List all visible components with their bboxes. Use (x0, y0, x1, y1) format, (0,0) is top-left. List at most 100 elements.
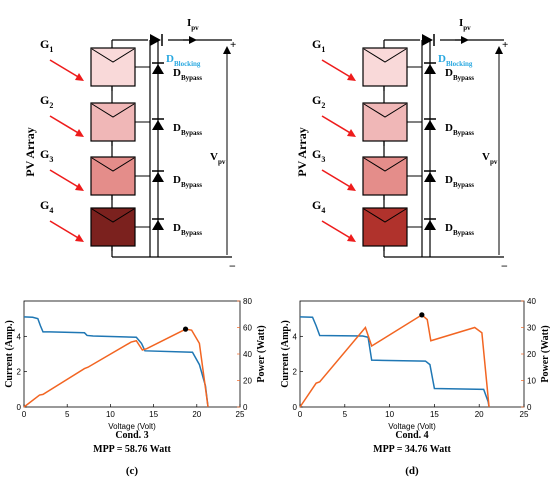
y-tick-label-right: 40 (243, 350, 252, 359)
irradiance-arrow (49, 169, 81, 189)
x-tick-label: 20 (192, 410, 201, 419)
current-label: Ipv (187, 17, 199, 32)
x-tick-label: 10 (385, 410, 394, 419)
bypass-label: DBypass (173, 174, 202, 189)
y-tick-label-right: 80 (243, 297, 252, 306)
blocking-diode-icon (150, 34, 161, 46)
irradiance-arrow-icon (347, 129, 356, 137)
pv-module (90, 102, 136, 142)
plus-sign: + (502, 39, 508, 51)
irradiance-label: G3 (312, 147, 325, 164)
module-mark (91, 103, 135, 118)
module-mark (363, 103, 407, 118)
x-tick-label: 25 (520, 410, 529, 419)
irradiance-label: G2 (312, 93, 325, 110)
plus-sign: + (230, 39, 236, 51)
module-mark (363, 208, 407, 223)
power-series-line (23, 328, 209, 408)
y-tick-label-left: 0 (17, 403, 22, 412)
plot-frame (299, 300, 525, 408)
pv-module (362, 47, 408, 87)
plot-frame (23, 300, 241, 408)
y-tick-label-right: 20 (527, 350, 536, 359)
irradiance-label: G3 (40, 147, 53, 164)
y-tick-label-right: 10 (527, 377, 536, 386)
pv-module (90, 156, 136, 196)
y-tick-label-right: 60 (243, 324, 252, 333)
x-tick-label: 0 (298, 410, 303, 419)
x-tick-label: 5 (343, 410, 348, 419)
irradiance-arrow (49, 220, 81, 240)
module-mark (91, 48, 135, 63)
x-tick-label: 5 (65, 410, 70, 419)
y-tick-label-right: 30 (527, 324, 536, 333)
y-tick-label-left: 4 (17, 332, 22, 341)
current-arrow-icon (189, 36, 197, 44)
module-mark (91, 208, 135, 223)
bypass-diode-icon (152, 172, 164, 182)
pv-module (90, 47, 136, 87)
irradiance-arrow (321, 220, 353, 240)
bypass-diode-icon (152, 120, 164, 130)
blocking-diode-icon (422, 34, 433, 46)
irradiance-arrow-icon (347, 73, 356, 81)
pv-module (362, 102, 408, 142)
y-tick-label-right: 0 (527, 403, 532, 412)
x-tick-label: 15 (430, 410, 439, 419)
bypass-label: DBypass (445, 67, 474, 82)
module-mark (363, 157, 407, 172)
array-label: PV Array (295, 127, 309, 176)
irradiance-arrow (321, 115, 353, 135)
circuit-d: Ipv + − Vpv DBlocking PV Array DBypass G1 DBypas… (295, 17, 508, 273)
bypass-label: DBypass (445, 174, 474, 189)
pv-module (90, 207, 136, 247)
voltage-arrow-icon (223, 46, 231, 54)
mpp-caption: MPP = 58.76 Watt (93, 444, 171, 455)
bypass-label: DBypass (445, 222, 474, 237)
current-series-line (299, 316, 490, 408)
irradiance-label: G2 (40, 93, 53, 110)
y-axis-label-right: Power (Watt) (256, 325, 267, 382)
y-tick-label-left: 4 (293, 332, 298, 341)
bypass-diode-icon (424, 220, 436, 230)
module-mark (363, 48, 407, 63)
current-label: Ipv (459, 17, 471, 32)
condition-caption: Cond. 3 (115, 430, 148, 441)
irradiance-arrow (321, 59, 353, 79)
pv-module (362, 156, 408, 196)
y-tick-label-left: 2 (293, 368, 298, 377)
bypass-diode-icon (152, 64, 164, 74)
current-series-line (23, 316, 209, 408)
bypass-diode-icon (424, 172, 436, 182)
x-tick-label: 20 (475, 410, 484, 419)
mpp-caption: MPP = 34.76 Watt (373, 444, 451, 455)
y-tick-label-left: 2 (17, 368, 22, 377)
voltage-label: Vpv (482, 151, 498, 166)
bypass-label: DBypass (173, 67, 202, 82)
irradiance-arrow (49, 115, 81, 135)
voltage-arrow-icon (495, 46, 503, 54)
bypass-label: DBypass (173, 222, 202, 237)
irradiance-arrow (49, 59, 81, 79)
mpp-marker (182, 326, 189, 332)
irradiance-label: G4 (40, 198, 53, 215)
irradiance-arrow-icon (75, 183, 84, 191)
voltage-label: Vpv (210, 151, 226, 166)
mpp-marker (419, 312, 425, 318)
irradiance-label: G1 (312, 37, 325, 54)
y-axis-label-left: Current (Amp.) (280, 320, 291, 388)
panel-label: (c) (126, 465, 139, 477)
irradiance-arrow (321, 169, 353, 189)
bypass-diode-icon (424, 64, 436, 74)
irradiance-label: G4 (312, 198, 325, 215)
y-axis-label-right: Power (Watt) (540, 325, 550, 382)
minus-sign: − (501, 259, 508, 273)
bypass-label: DBypass (173, 122, 202, 137)
x-axis-label: Voltage (Volt) (108, 422, 156, 431)
blocking-label: DBlocking (438, 53, 473, 68)
irradiance-arrow-icon (75, 73, 84, 81)
x-tick-label: 10 (106, 410, 115, 419)
